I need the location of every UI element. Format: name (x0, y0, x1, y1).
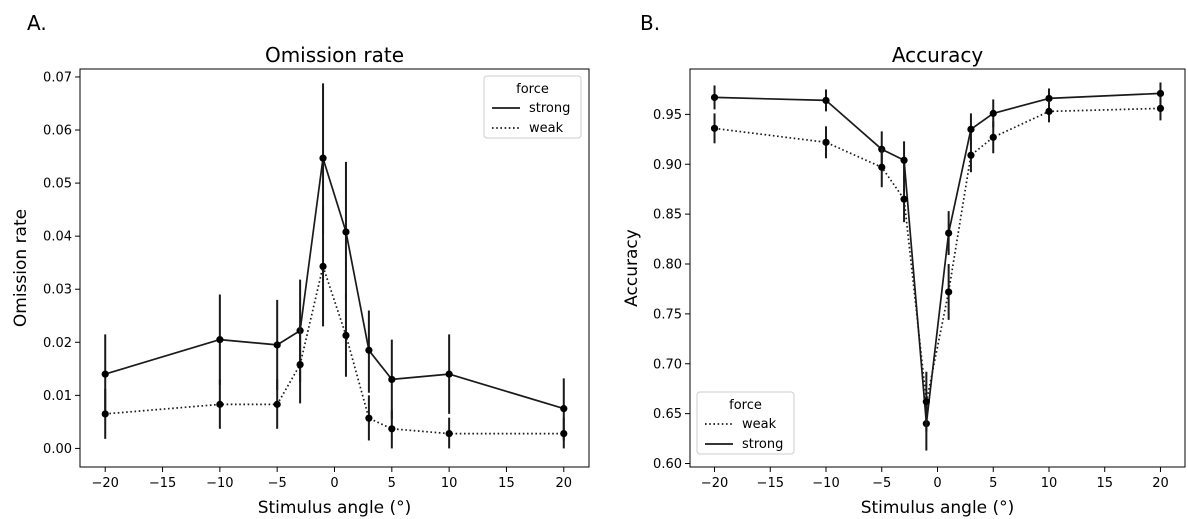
data-point-strong (900, 156, 908, 164)
x-axis-label: Stimulus angle (°) (861, 498, 1015, 518)
legend-label-strong: strong (742, 437, 783, 452)
y-tick-label: 0.85 (653, 208, 682, 223)
y-tick-label: 0.03 (43, 283, 72, 298)
x-tick-label: 5 (989, 476, 997, 491)
data-point-strong (273, 341, 281, 349)
data-point-weak (365, 414, 373, 422)
x-tick-label: −20 (701, 476, 728, 491)
x-tick-label: 20 (556, 476, 573, 491)
y-tick-label: 0.65 (653, 407, 682, 422)
chart-panel-2: B. Accuracy −20 −15 −10 −5 0 5 10 15 20 0.60 0.65 0.7… (622, 11, 1186, 518)
x-tick-label: 15 (498, 476, 515, 491)
y-tick-label: 0.02 (43, 336, 72, 351)
legend-label-weak: weak (529, 121, 564, 136)
data-point-weak (822, 138, 830, 146)
data-point-strong (967, 125, 975, 133)
data-point-weak (1156, 104, 1165, 113)
x-tick-label: −20 (92, 476, 119, 491)
chart-panel-1: A. Omission rate −20 −15 −10 −5 0 5 10 15 20 0.00 0.… (11, 11, 590, 518)
data-point-strong (216, 336, 224, 344)
series-line-strong (714, 92, 1161, 425)
data-point-weak (710, 124, 719, 132)
data-point-weak (878, 163, 886, 171)
x-tick-label: 0 (330, 476, 338, 491)
data-point-strong (365, 346, 373, 354)
x-tick-label: −10 (812, 476, 839, 491)
x-tick-label: 15 (1096, 476, 1113, 491)
y-axis-label: Omission rate (11, 209, 31, 327)
data-point-weak (1045, 107, 1053, 115)
data-point-strong (319, 154, 327, 162)
data-point-strong (560, 405, 568, 413)
series-weak (710, 96, 1165, 432)
data-point-strong (445, 370, 453, 378)
panel-letter: A. (27, 11, 47, 35)
data-point-weak (101, 410, 109, 418)
series-strong (710, 82, 1165, 451)
series-line-strong (104, 157, 565, 410)
data-point-weak (900, 195, 908, 203)
x-tick-label: 10 (441, 476, 458, 491)
data-point-weak (945, 288, 953, 296)
legend-title: force (516, 82, 549, 97)
x-tick-label: −5 (872, 476, 891, 491)
series-line-weak (105, 265, 564, 435)
y-tick-label: 0.60 (653, 457, 682, 472)
legend: force strong weak (483, 75, 582, 139)
y-tick-label: 0.90 (653, 158, 682, 173)
y-tick-label: 0.95 (653, 108, 682, 123)
data-point-weak (989, 133, 997, 141)
y-tick-label: 0.04 (43, 230, 72, 245)
data-point-strong (1156, 89, 1165, 98)
data-point-strong (1045, 94, 1053, 103)
y-tick-label: 0.80 (653, 258, 682, 273)
data-point-weak (560, 429, 568, 438)
chart-title: Omission rate (265, 43, 404, 67)
chart-title: Accuracy (892, 43, 983, 67)
series-line-weak (714, 107, 1161, 403)
data-point-weak (445, 429, 453, 438)
data-point-strong (342, 228, 350, 236)
legend: force weak strong (696, 391, 795, 455)
legend-label-strong: strong (529, 101, 570, 116)
data-point-weak (216, 400, 224, 408)
data-point-weak (296, 360, 304, 369)
x-tick-label: 20 (1152, 476, 1169, 491)
y-tick-label: 0.00 (43, 442, 72, 457)
x-tick-label: 5 (388, 476, 396, 491)
data-point-strong (945, 229, 953, 237)
y-tick-label: 0.06 (43, 124, 72, 139)
data-point-strong (388, 375, 396, 384)
data-point-weak (388, 425, 396, 433)
data-point-strong (989, 109, 997, 117)
x-tick-label: −10 (206, 476, 233, 491)
data-point-strong (101, 370, 109, 378)
data-point-weak (273, 400, 281, 408)
data-point-strong (710, 93, 719, 102)
y-axis-label: Accuracy (622, 229, 642, 307)
y-tick-label: 0.05 (43, 177, 72, 192)
data-point-weak (922, 398, 930, 406)
x-tick-label: 0 (933, 476, 941, 491)
x-tick-label: 10 (1041, 476, 1058, 491)
legend-box (483, 75, 582, 139)
legend-title: force (729, 398, 762, 413)
data-point-weak (319, 262, 327, 271)
y-tick-label: 0.07 (43, 70, 72, 85)
x-tick-label: −15 (149, 476, 176, 491)
data-point-weak (342, 331, 350, 339)
data-point-strong (822, 96, 830, 105)
x-tick-label: −15 (757, 476, 784, 491)
x-axis-label: Stimulus angle (°) (258, 498, 412, 518)
panel-letter: B. (640, 11, 660, 35)
x-tick-label: −5 (268, 476, 287, 491)
y-tick-label: 0.70 (653, 357, 682, 372)
legend-label-weak: weak (742, 417, 777, 432)
legend-box (696, 391, 795, 455)
y-tick-label: 0.75 (653, 307, 682, 322)
y-tick-label: 0.01 (43, 389, 72, 404)
data-point-weak (967, 151, 975, 159)
series-weak (101, 206, 568, 449)
